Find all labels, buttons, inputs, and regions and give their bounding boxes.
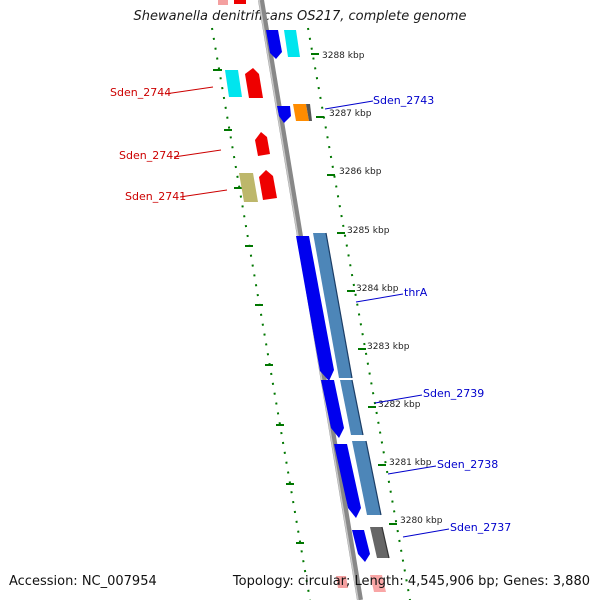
gene-sden-2743-gray[interactable] <box>306 104 312 121</box>
scale-label-3280: 3280 kbp <box>400 516 443 526</box>
gene-sden-2739-cds[interactable] <box>340 380 363 435</box>
gene-thra-forward[interactable] <box>296 236 334 381</box>
scale-label-3281: 3281 kbp <box>389 458 432 468</box>
scale-label-3287: 3287 kbp <box>329 109 372 119</box>
gene-partial-top-pink[interactable] <box>218 0 228 5</box>
gene-forward-top[interactable] <box>266 30 282 59</box>
map-title: Shewanella denitrificans OS217, complete… <box>133 9 467 24</box>
accession-label: Accession: NC_007954 <box>9 574 157 589</box>
gene-sden-2742[interactable] <box>255 132 270 156</box>
left-gene-labels: Sden_2744 Sden_2742 Sden_2741 <box>110 86 228 203</box>
gene-label-thra[interactable]: thrA <box>404 286 428 299</box>
gene-partial-bottom-right[interactable] <box>370 575 386 592</box>
scale-label-3282: 3282 kbp <box>378 400 421 410</box>
gene-label-sden-2744[interactable]: Sden_2744 <box>110 86 171 99</box>
scale-label-3285: 3285 kbp <box>347 226 390 236</box>
gene-label-sden-2739[interactable]: Sden_2739 <box>423 387 484 400</box>
right-gene-labels: Sden_2743 thrA Sden_2739 Sden_2738 Sden_… <box>324 94 511 538</box>
gene-partial-top-red[interactable] <box>234 0 246 4</box>
major-ticks <box>213 53 397 544</box>
gene-label-sden-2743[interactable]: Sden_2743 <box>373 94 434 107</box>
gene-sden-2738-cds[interactable] <box>352 441 381 515</box>
right-tick-track <box>307 27 411 600</box>
gene-sden-2741-khaki[interactable] <box>239 173 258 202</box>
gene-label-sden-2737[interactable]: Sden_2737 <box>450 521 511 534</box>
gene-sden-2744[interactable] <box>245 68 263 98</box>
gene-sden-2737-forward[interactable] <box>352 530 370 562</box>
gene-sden-2743-forward[interactable] <box>277 106 291 123</box>
gene-partial-bottom[interactable] <box>336 576 348 588</box>
left-tick-track <box>211 27 311 600</box>
gene-thra-cds[interactable] <box>313 233 352 378</box>
gene-sden-2743-orange[interactable] <box>293 104 309 121</box>
scale-label-3288: 3288 kbp <box>322 51 365 61</box>
gene-sden-2738-forward[interactable] <box>334 444 361 518</box>
gene-sden-2737-gray[interactable] <box>370 527 389 558</box>
genome-summary: Topology: circular; Length: 4,545,906 bp… <box>232 574 590 589</box>
gene-label-sden-2741[interactable]: Sden_2741 <box>125 190 186 203</box>
gene-sden-2739-forward[interactable] <box>321 380 344 438</box>
gene-sden-2741[interactable] <box>259 170 277 200</box>
scale-label-3284: 3284 kbp <box>356 284 399 294</box>
scale-label-3286: 3286 kbp <box>339 167 382 177</box>
gene-cyan-top[interactable] <box>284 30 300 57</box>
gene-label-sden-2738[interactable]: Sden_2738 <box>437 458 498 471</box>
gene-label-sden-2742[interactable]: Sden_2742 <box>119 149 180 162</box>
scale-label-3283: 3283 kbp <box>367 342 410 352</box>
gene-sden-2744-cyan[interactable] <box>225 70 242 97</box>
